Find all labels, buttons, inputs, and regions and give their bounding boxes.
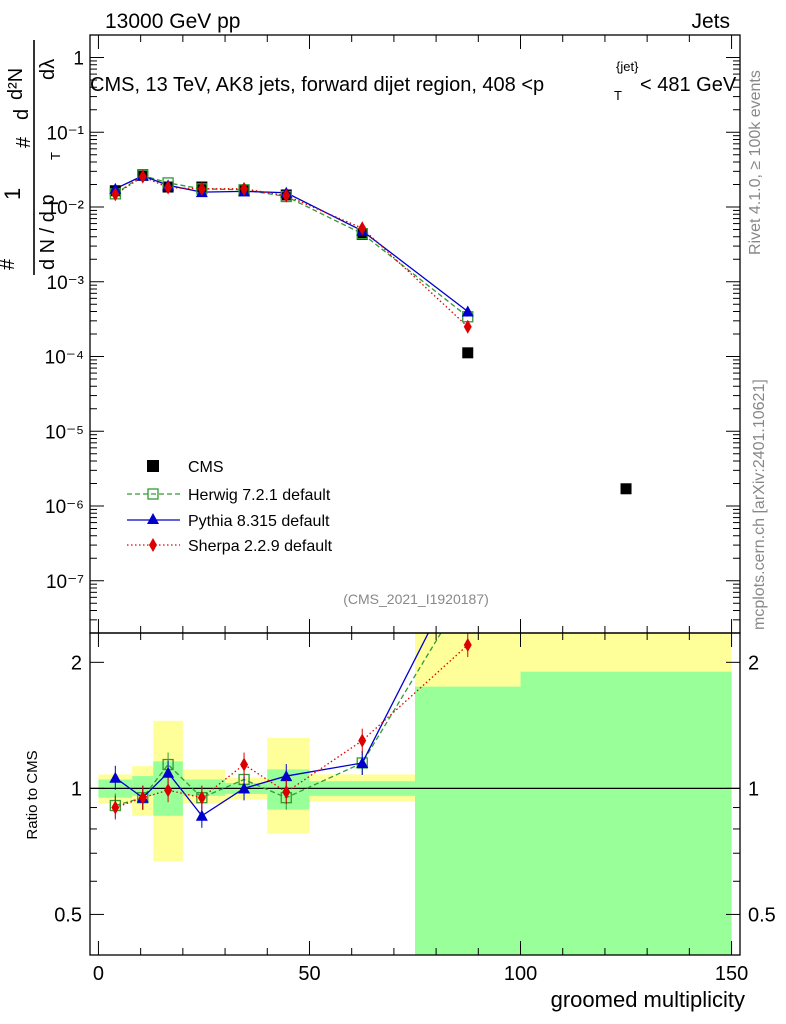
ratio-point-sherpa-6 bbox=[358, 733, 367, 748]
ratio-y-tick-label-right: 2 bbox=[748, 652, 759, 674]
header-energy: 13000 GeV pp bbox=[105, 10, 240, 33]
legend: CMS Herwig 7.2.1 default Pythia 8.315 de… bbox=[127, 459, 333, 555]
svg-text:CMS: CMS bbox=[188, 459, 224, 476]
legend-sherpa: Sherpa 2.2.9 default bbox=[127, 538, 333, 555]
ratio-y-axis-label: Ratio to CMS bbox=[24, 750, 41, 839]
main-y-tick-label: 10⁻² bbox=[47, 198, 85, 219]
ratio-uncertainty-bands bbox=[98, 633, 732, 955]
analysis-id: (CMS_2021_I1920187) bbox=[343, 591, 489, 607]
main-y-axis-label: # 1 d N / d p T # d d²N dλ bbox=[0, 40, 63, 275]
svg-text:#: # bbox=[0, 258, 19, 270]
ratio-point-sherpa-1 bbox=[138, 790, 147, 805]
ratio-point-pythia-2 bbox=[162, 766, 175, 778]
svg-text:d N / d p: d N / d p bbox=[37, 194, 59, 270]
svg-text:1: 1 bbox=[0, 188, 25, 200]
main-line-herwig bbox=[114, 174, 469, 318]
ratio-point-sherpa-0 bbox=[111, 800, 120, 815]
svg-text:{jet}: {jet} bbox=[616, 59, 639, 74]
ratio-point-sherpa-2 bbox=[164, 783, 173, 798]
svg-text:d²N: d²N bbox=[5, 68, 27, 100]
main-point-sherpa-4 bbox=[240, 181, 249, 196]
ratio-y-tick-label-left: 1 bbox=[71, 778, 82, 800]
main-point-sherpa-3 bbox=[197, 181, 206, 196]
main-point-sherpa-0 bbox=[111, 187, 120, 202]
main-y-tick-label: 10⁻⁶ bbox=[45, 497, 84, 518]
ratio-point-pythia-6 bbox=[356, 756, 369, 768]
legend-cms: CMS bbox=[147, 459, 224, 476]
main-point-sherpa-7 bbox=[463, 319, 472, 334]
rivet-version-label: Rivet 4.1.0, ≥ 100k events bbox=[747, 70, 764, 255]
ratio-band-green-8 bbox=[520, 671, 732, 955]
main-point-sherpa-6 bbox=[358, 221, 367, 236]
x-tick-label-50: 50 bbox=[298, 963, 320, 985]
ratio-point-sherpa-5 bbox=[282, 785, 291, 800]
main-point-cms-8 bbox=[620, 483, 632, 495]
x-axis-label: groomed multiplicity bbox=[551, 987, 745, 1012]
ratio-point-sherpa-7 bbox=[463, 637, 472, 652]
header-category: Jets bbox=[691, 10, 730, 33]
svg-text:#: # bbox=[13, 136, 35, 148]
ratio-point-pythia-3 bbox=[195, 809, 208, 821]
svg-text:Pythia 8.315 default: Pythia 8.315 default bbox=[188, 513, 330, 530]
main-y-tick-label: 1 bbox=[73, 49, 84, 70]
main-point-sherpa-5 bbox=[282, 188, 291, 203]
ratio-point-pythia-4 bbox=[238, 782, 251, 794]
ratio-y-tick-label-left: 0.5 bbox=[54, 904, 82, 926]
ratio-band-green-7 bbox=[415, 686, 521, 955]
ratio-plot-marks bbox=[90, 633, 740, 828]
main-y-tick-label: 10⁻⁷ bbox=[46, 572, 84, 593]
main-plot-marks bbox=[109, 169, 632, 495]
svg-text:< 481 GeV: < 481 GeV bbox=[640, 74, 737, 96]
x-tick-label-0: 0 bbox=[93, 963, 104, 985]
ratio-line-sherpa bbox=[115, 644, 469, 809]
plot-title: CMS, 13 TeV, AK8 jets, forward dijet reg… bbox=[90, 59, 737, 103]
ratio-y-tick-label-right: 0.5 bbox=[748, 904, 776, 926]
svg-text:T: T bbox=[48, 152, 63, 160]
svg-text:T: T bbox=[614, 88, 622, 103]
ratio-point-pythia-0 bbox=[109, 771, 122, 783]
x-tick-label-100: 100 bbox=[504, 963, 537, 985]
ratio-point-sherpa-4 bbox=[240, 757, 249, 772]
legend-pythia: Pythia 8.315 default bbox=[127, 513, 330, 530]
main-y-tick-label: 10⁻⁴ bbox=[45, 348, 84, 369]
main-y-tick-label: 10⁻¹ bbox=[47, 123, 85, 144]
ratio-band-green-3 bbox=[182, 779, 226, 796]
main-y-tick-label: 10⁻³ bbox=[47, 273, 85, 294]
main-point-sherpa-1 bbox=[138, 169, 147, 184]
ratio-y-tick-label-left: 2 bbox=[71, 652, 82, 674]
svg-text:dλ: dλ bbox=[37, 59, 59, 80]
main-y-tick-label: 10⁻⁵ bbox=[45, 422, 84, 443]
ratio-point-pythia-5 bbox=[280, 770, 293, 782]
ratio-line-pythia bbox=[114, 633, 430, 817]
axes: 0 50 100 150 1 10⁻¹ 10⁻² 10⁻³ 10⁻⁴ 10⁻⁵ 10⁻⁶ 10⁻⁷ 0.… bbox=[45, 34, 776, 985]
svg-text:Herwig 7.2.1 default: Herwig 7.2.1 default bbox=[188, 487, 331, 504]
main-point-pythia-7 bbox=[461, 305, 474, 317]
ratio-y-tick-label-right: 1 bbox=[748, 778, 759, 800]
svg-text:CMS, 13 TeV, AK8 jets, forward: CMS, 13 TeV, AK8 jets, forward dijet reg… bbox=[90, 74, 544, 96]
svg-text:d: d bbox=[11, 109, 33, 120]
mcplots-reference-label: mcplots.cern.ch [arXiv:2401.10621] bbox=[751, 379, 768, 630]
svg-text:Sherpa 2.2.9 default: Sherpa 2.2.9 default bbox=[188, 538, 333, 555]
legend-herwig: Herwig 7.2.1 default bbox=[127, 487, 331, 504]
main-point-cms-7 bbox=[462, 347, 474, 359]
main-point-sherpa-2 bbox=[164, 180, 173, 195]
ratio-point-sherpa-3 bbox=[197, 790, 206, 805]
x-tick-label-150: 150 bbox=[715, 963, 748, 985]
ratio-frame bbox=[89, 632, 741, 956]
